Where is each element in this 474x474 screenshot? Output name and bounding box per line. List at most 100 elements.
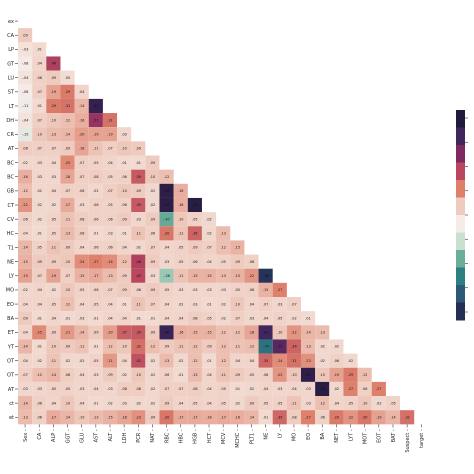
heatmap-cell [117,367,132,382]
x-tick-label: MCV - [221,429,227,444]
cell-value-label: .09 [51,76,56,80]
cell-value-label: .32 [404,415,409,419]
cell-value-label: .09 [150,161,155,165]
heatmap-cell [32,396,47,411]
cell-value-label: .03 [79,203,84,207]
heatmap-cell [329,353,344,368]
colorbar-segment [456,267,465,286]
heatmap-cell [173,212,188,227]
heatmap-cell [32,268,47,283]
cell-value-label: .09 [150,288,155,292]
cell-value-label: .06 [263,373,268,377]
cell-value-label: .02 [206,232,211,236]
cell-value-label: .13 [220,274,225,278]
cell-value-label: .09 [249,401,254,405]
cell-value-label: .11 [51,246,56,250]
heatmap-cell [159,183,174,198]
cell-value-label: .10 [121,189,126,193]
heatmap-cell [244,254,259,269]
heatmap-cell [258,311,273,326]
cell-value-label: .05 [249,373,254,377]
cell-value-label: .14 [22,246,27,250]
cell-value-label: .04 [37,62,42,66]
heatmap-cell [371,410,386,425]
heatmap-cell [286,297,301,312]
heatmap-cell [173,254,188,269]
heatmap-cell [32,212,47,227]
heatmap-cell [117,311,132,326]
heatmap-cell [244,311,259,326]
cell-value-label: .05 [206,316,211,320]
heatmap-cell [46,325,61,340]
cell-value-label: .05 [164,288,169,292]
heatmap-cell [46,98,61,114]
cell-value-label: .09 [235,260,240,264]
cell-value-label: .01 [305,316,310,320]
cell-value-label: .09 [65,345,70,349]
cell-value-label: .39 [136,203,141,207]
cell-value-label: .10 [65,288,70,292]
cell-value-label: .10 [65,260,70,264]
heatmap-cell [117,226,132,241]
cell-value-label: -.08 [22,62,29,66]
x-tick-label: HCT - [207,429,213,443]
heatmap-cell [385,410,401,425]
cell-value-label: .11 [51,359,56,363]
cell-value-label: .02 [206,217,211,221]
cell-value-label: .15 [79,274,84,278]
heatmap-cell [244,410,259,425]
heatmap-cell [145,226,160,241]
cell-value-label: .22 [22,203,27,207]
y-tick-label: EO [7,302,14,308]
heatmap-cell [301,339,316,354]
cell-value-label: .16 [178,203,183,207]
heatmap-cell [230,282,245,297]
x-tick-label: NET - [334,429,340,443]
heatmap-cell [117,155,132,170]
cell-value-label: .08 [65,373,70,377]
cell-value-label: .82 [263,331,268,335]
heatmap-cell [230,339,245,354]
cell-value-label: .09 [51,260,56,264]
heatmap-cell [60,339,75,354]
heatmap-cell [145,183,160,198]
cell-value-label: .14 [249,415,254,419]
cell-value-label: .15 [107,415,112,419]
x-tick-label: MO - [292,429,298,441]
heatmap-cell [131,268,146,283]
cell-value-label: .07 [22,373,27,377]
cell-value-label: .14 [22,401,27,405]
heatmap-cell [74,339,89,354]
heatmap-cell [131,212,146,227]
cell-value-label: .02 [51,203,56,207]
cell-value-label: .06 [136,288,141,292]
cell-value-label: .06 [22,217,27,221]
y-tick-label: AT [8,146,15,152]
cell-value-label: .01 [93,345,98,349]
heatmap-cell [46,84,61,99]
cell-value-label: .02 [37,359,42,363]
heatmap-cell [258,410,273,425]
cell-value-label: .06 [93,288,98,292]
heatmap-cell [60,367,75,382]
cell-value-label: .35 [263,359,268,363]
cell-value-label: .04 [79,401,84,405]
cell-value-label: .13 [22,415,27,419]
heatmap-cell [315,367,330,382]
heatmap-cell [286,396,301,411]
cell-value-label: .07 [150,302,155,306]
heatmap-cell [230,396,245,411]
heatmap-cell [244,381,259,397]
heatmap-cell [32,297,47,312]
heatmap-cell [343,396,358,411]
cell-value-label: .07 [65,274,70,278]
heatmap-cell [88,169,103,184]
heatmap-cell [88,113,103,128]
cell-value-label: .09 [150,217,155,221]
heatmap-cell [46,183,61,198]
heatmap-cell [117,183,132,198]
cell-value-label: .36 [291,345,296,349]
heatmap-cell [60,141,75,156]
cell-value-label: .05 [277,401,282,405]
cell-value-label: .31 [291,359,296,363]
